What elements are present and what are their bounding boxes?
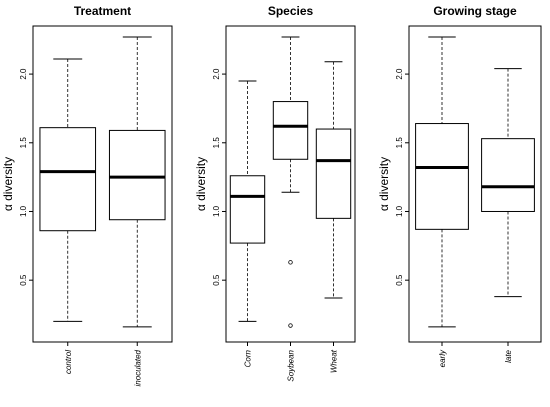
y-tick-label: 0.5 [212, 274, 221, 286]
panel-title: Species [268, 4, 314, 18]
outlier-point [288, 323, 293, 328]
box-inoculated [108, 36, 166, 328]
plot-frame [408, 25, 542, 343]
box-iqr [415, 123, 469, 230]
box-Soybean [272, 36, 309, 328]
box-iqr [272, 101, 309, 160]
y-tick-label: 1.0 [19, 205, 28, 217]
x-tick-label: early [438, 349, 447, 367]
box-early [415, 36, 469, 328]
box-iqr [108, 129, 166, 221]
y-tick-label: 0.5 [19, 274, 28, 286]
y-tick-label: 2.0 [19, 68, 28, 80]
panel-1: Treatment α diversity 0.5 1.0 1.5 2.0 control i… [1, 4, 173, 386]
panel-title: Growing stage [433, 4, 517, 18]
y-tick-label: 1.5 [212, 137, 221, 149]
outlier-point [288, 260, 293, 265]
x-tick-label: Soybean [287, 349, 296, 381]
y-tick-label: 2.0 [212, 68, 221, 80]
y-tick-label: 2.0 [395, 68, 404, 80]
panel-title: Treatment [74, 4, 131, 18]
box-iqr [39, 127, 97, 232]
box-late [481, 68, 535, 298]
panel-3: Growing stage α diversity 0.5 1.0 1.5 2.0 earl… [377, 4, 542, 367]
y-tick-label: 1.0 [395, 205, 404, 217]
y-axis-label: α diversity [194, 157, 208, 211]
x-tick-label: late [504, 349, 513, 362]
y-tick-label: 0.5 [395, 274, 404, 286]
panel-2: Species α diversity 0.5 1.0 1.5 2.0 Corn Soybea… [194, 4, 356, 382]
box-Corn [229, 80, 266, 322]
y-tick-label: 1.5 [19, 137, 28, 149]
y-axis-label: α diversity [377, 157, 391, 211]
y-axis-label: α diversity [1, 157, 15, 211]
x-tick-label: inoculated [133, 349, 142, 386]
x-tick-label: Corn [244, 349, 253, 367]
box-iqr [481, 138, 535, 212]
y-tick-label: 1.0 [212, 205, 221, 217]
x-tick-label: control [64, 350, 73, 374]
box-iqr [315, 128, 352, 219]
plot-frame [32, 25, 173, 343]
box-Wheat [315, 61, 352, 299]
box-iqr [229, 175, 266, 244]
box-control [39, 58, 97, 322]
x-tick-label: Wheat [330, 349, 339, 373]
y-tick-label: 1.5 [395, 137, 404, 149]
panels: Treatment α diversity 0.5 1.0 1.5 2.0 control i… [1, 4, 542, 386]
